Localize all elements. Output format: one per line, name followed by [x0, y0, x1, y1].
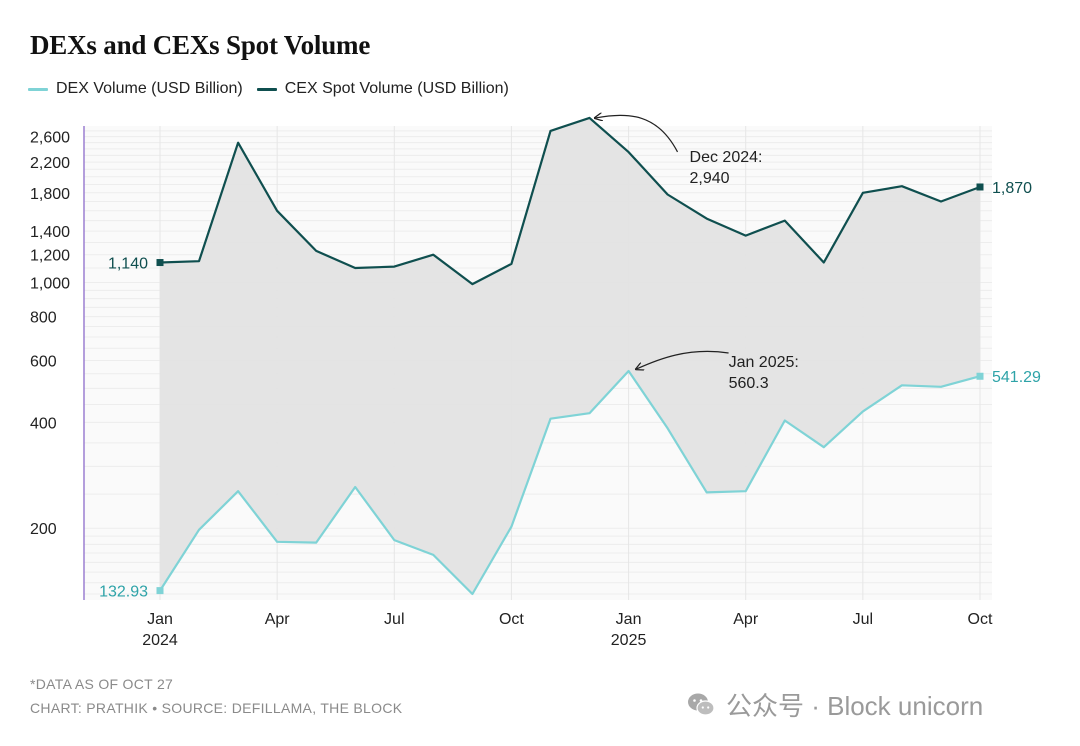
- legend-item-dex: DEX Volume (USD Billion): [28, 80, 243, 98]
- x-tick-year-label: 2024: [142, 632, 178, 649]
- x-tick-label: Jul: [384, 611, 404, 628]
- end-marker-dex: [976, 372, 984, 380]
- x-tick-label: Jan: [147, 611, 173, 628]
- y-tick-label: 400: [30, 415, 57, 432]
- y-tick-label: 2,600: [30, 130, 70, 147]
- x-tick-label: Oct: [499, 611, 524, 628]
- y-tick-label: 1,200: [30, 248, 70, 265]
- legend-swatch-cex: [256, 87, 277, 91]
- area-between-series: [160, 117, 980, 595]
- series-line-cex: [159, 116, 981, 286]
- series-line-dex: [159, 369, 981, 596]
- annotation-arrow-peak-dex: [637, 350, 729, 369]
- x-tick-label: Jul: [853, 611, 873, 628]
- x-tick-label: Apr: [265, 611, 291, 628]
- x-tick-year-label: 2025: [611, 632, 647, 649]
- watermark: 公众号 · Block unicorn: [686, 686, 983, 723]
- legend-label-dex: DEX Volume (USD Billion): [56, 80, 243, 97]
- wechat-icon: [688, 693, 715, 716]
- legend-swatch-dex: [28, 87, 48, 91]
- legend-label-cex: CEX Spot Volume (USD Billion): [284, 80, 509, 97]
- annotation-label-peak-dex: Jan 2025:: [729, 354, 799, 371]
- annotation-label-peak-cex: Dec 2024:: [690, 149, 763, 166]
- watermark-text: 公众号 · Block unicorn: [726, 691, 984, 721]
- x-tick-label: Oct: [968, 611, 993, 628]
- legend-item-cex: CEX Spot Volume (USD Billion): [256, 80, 509, 98]
- y-tick-label: 600: [30, 354, 57, 371]
- end-marker-cex: [156, 259, 164, 267]
- legend: DEX Volume (USD Billion) CEX Spot Volume…: [28, 80, 509, 98]
- y-tick-label: 200: [30, 521, 57, 538]
- last-value-label-dex: 541.29: [992, 369, 1041, 386]
- y-tick-label: 1,400: [30, 224, 70, 241]
- chart-credit: CHART: PRATHIK • SOURCE: DEFILLAMA, THE …: [30, 700, 403, 716]
- y-tick-label: 2,200: [30, 155, 70, 172]
- annotation-arrow-peak-cex: [596, 115, 679, 153]
- end-marker-cex: [976, 183, 984, 191]
- y-tick-label: 1,800: [30, 186, 70, 203]
- annotation-value-peak-cex: 2,940: [690, 170, 730, 187]
- annotation-value-peak-dex: 560.3: [729, 375, 769, 392]
- first-value-label-cex: 1,140: [108, 256, 148, 273]
- y-tick-label: 1,000: [30, 276, 70, 293]
- x-tick-label: Jan: [616, 611, 642, 628]
- chart-title: DEXs and CEXs Spot Volume: [30, 30, 371, 60]
- x-tick-label: Apr: [733, 611, 759, 628]
- end-marker-dex: [156, 587, 164, 595]
- last-value-label-cex: 1,870: [992, 180, 1032, 197]
- first-value-label-dex: 132.93: [99, 584, 148, 601]
- y-tick-label: 800: [30, 310, 57, 327]
- data-note: *DATA AS OF OCT 27: [30, 676, 174, 692]
